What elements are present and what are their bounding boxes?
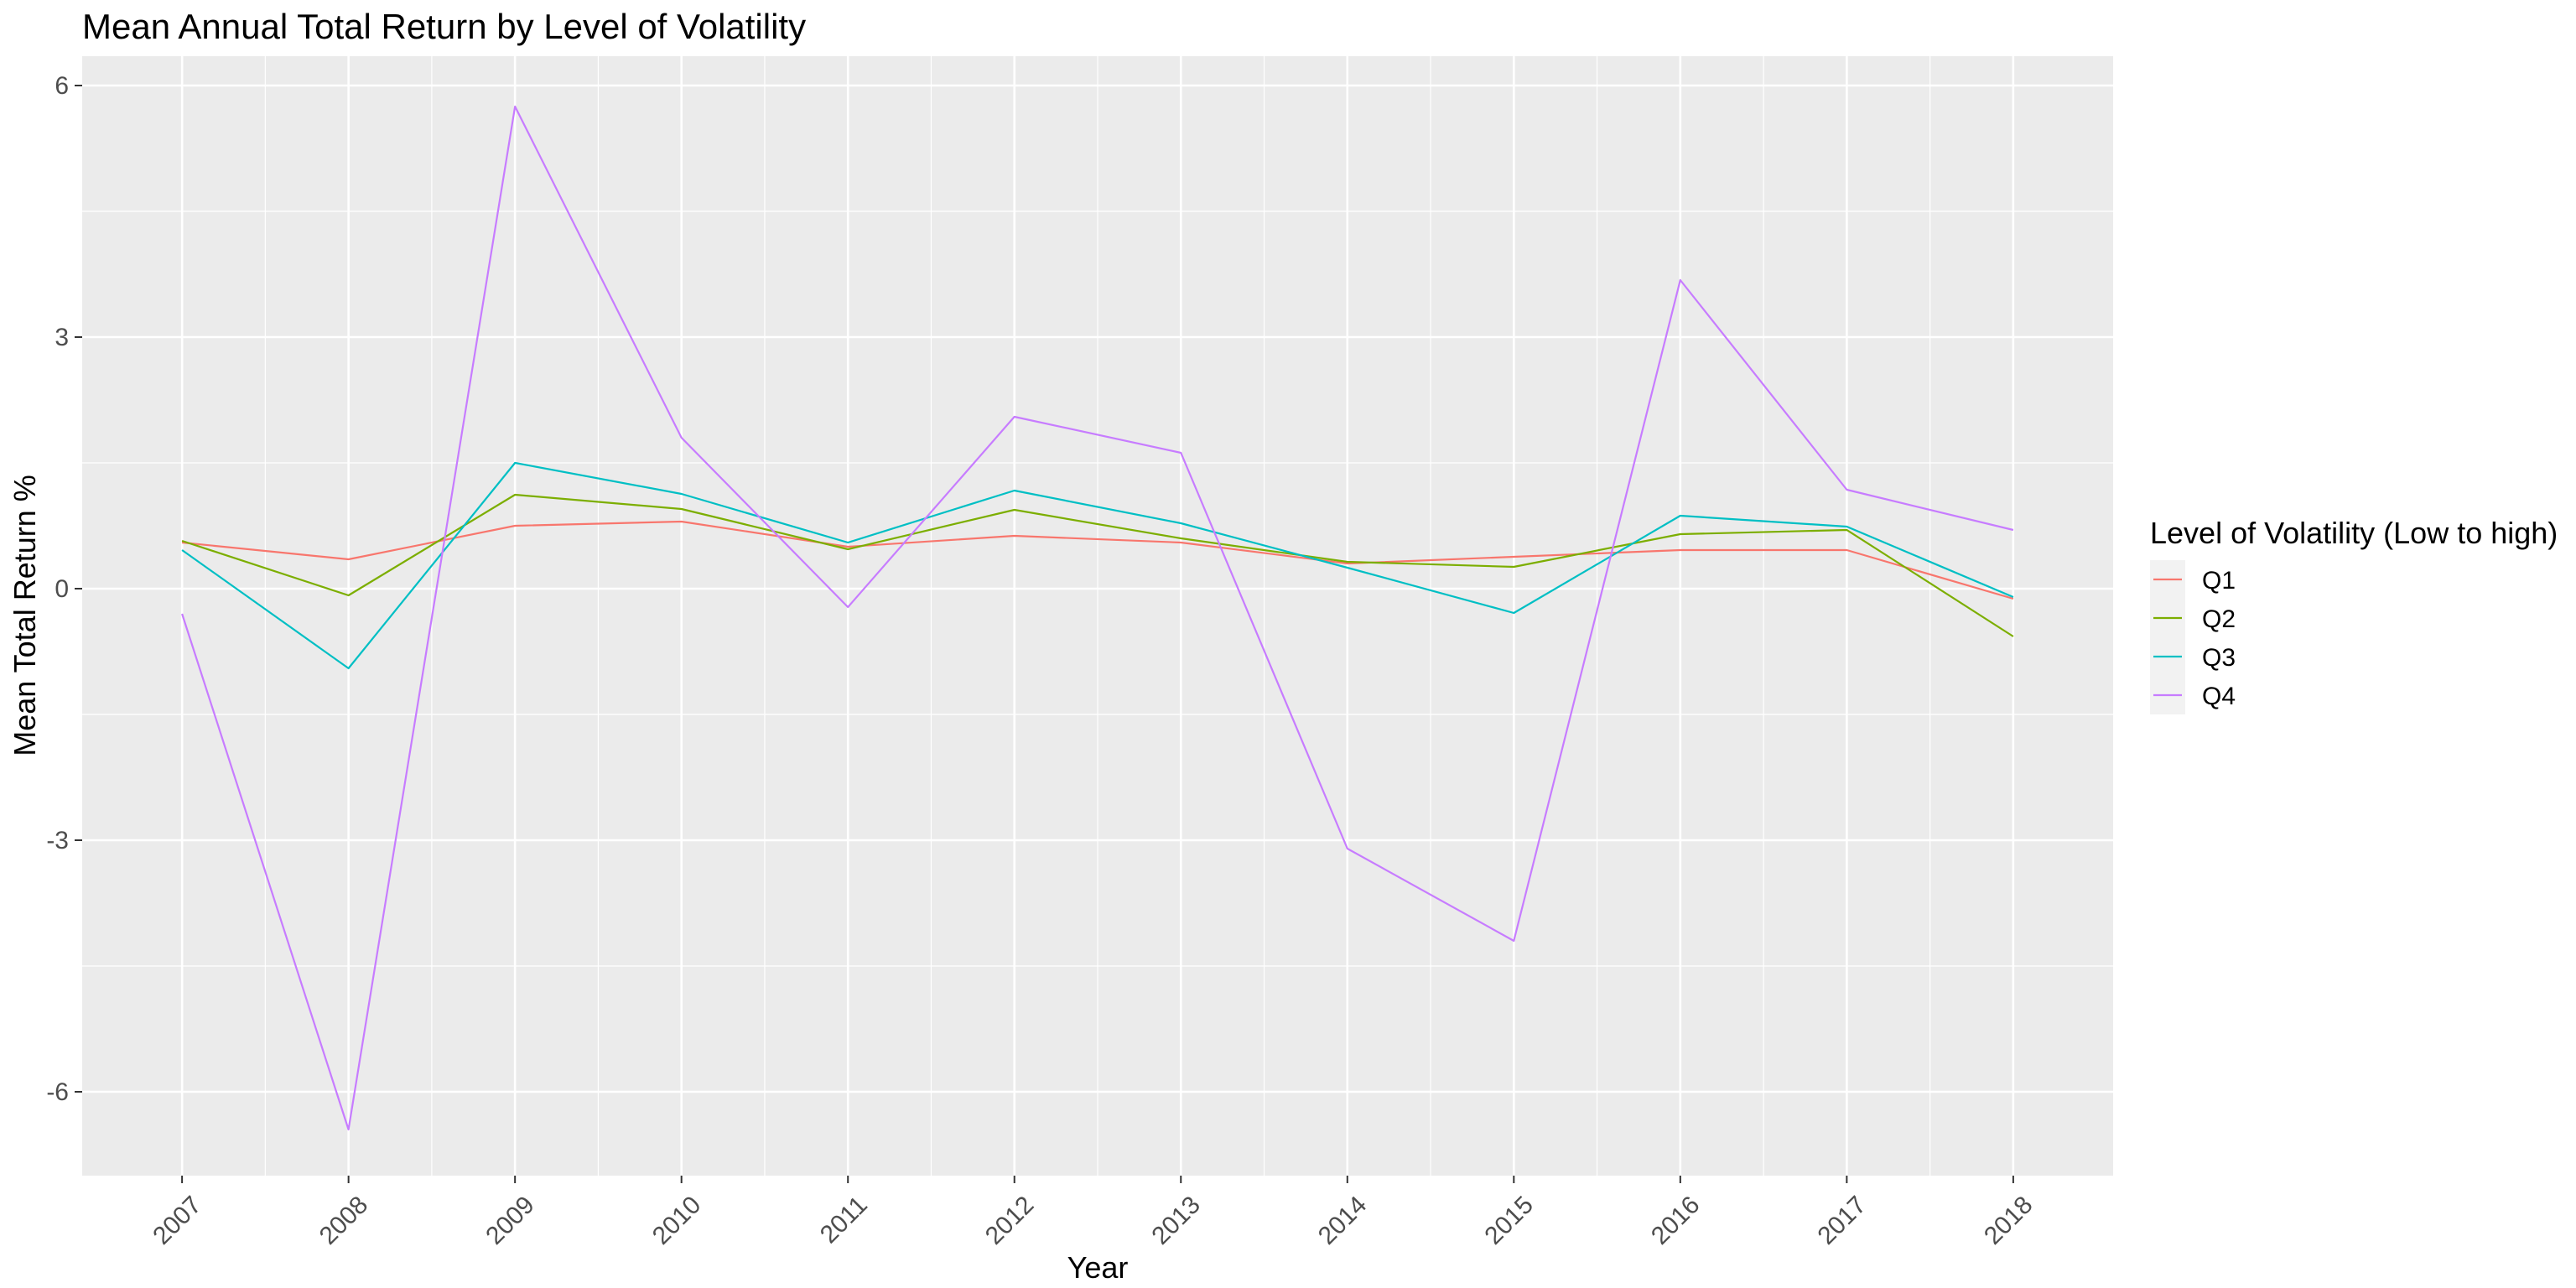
- y-tick-label: -3: [46, 827, 69, 854]
- x-axis: 2007 2008 2009 2010 2011 2012 2013 2014 2015 2016…: [148, 1176, 2038, 1250]
- x-tick-label: 2015: [1479, 1191, 1539, 1250]
- x-tick-label: 2008: [314, 1191, 374, 1250]
- x-tick-label: 2009: [480, 1191, 540, 1250]
- legend-label-q4: Q4: [2202, 683, 2236, 710]
- legend-label-q1: Q1: [2202, 567, 2236, 595]
- series-line-q3: [181, 461, 2014, 670]
- x-tick-label: 2017: [1812, 1191, 1872, 1250]
- series-line-q2: [181, 493, 2014, 637]
- x-tick-label: 2018: [1979, 1191, 2038, 1250]
- legend-title: Level of Volatility (Low to high): [2150, 516, 2558, 550]
- x-tick-label: 2010: [647, 1191, 707, 1250]
- x-tick-label: 2016: [1646, 1191, 1706, 1250]
- y-tick-label: -6: [46, 1078, 69, 1106]
- series-line-q4: [181, 105, 2014, 1131]
- y-tick-label: 3: [55, 324, 69, 351]
- series-line-q1: [181, 520, 2014, 600]
- legend: Level of Volatility (Low to high) Q1 Q2 Q3…: [2150, 516, 2558, 714]
- x-axis-title: Year: [1067, 1250, 1129, 1285]
- series-lines: [181, 105, 2014, 1131]
- minor-gridlines: [82, 56, 2113, 1176]
- y-tick-label: 6: [55, 72, 69, 100]
- legend-label-q2: Q2: [2202, 605, 2236, 633]
- x-tick-label: 2012: [980, 1191, 1040, 1250]
- x-tick-label: 2014: [1313, 1191, 1373, 1250]
- chart-title: Mean Annual Total Return by Level of Vol…: [82, 7, 806, 46]
- major-gridlines: [82, 56, 2113, 1176]
- x-tick-label: 2007: [148, 1191, 207, 1250]
- x-tick-label: 2011: [815, 1191, 873, 1249]
- y-tick-label: 0: [55, 575, 69, 603]
- x-tick-label: 2013: [1146, 1191, 1206, 1250]
- legend-label-q3: Q3: [2202, 644, 2236, 672]
- y-axis-title: Mean Total Return %: [8, 475, 42, 756]
- y-axis: -6 -3 0 3 6: [46, 72, 82, 1106]
